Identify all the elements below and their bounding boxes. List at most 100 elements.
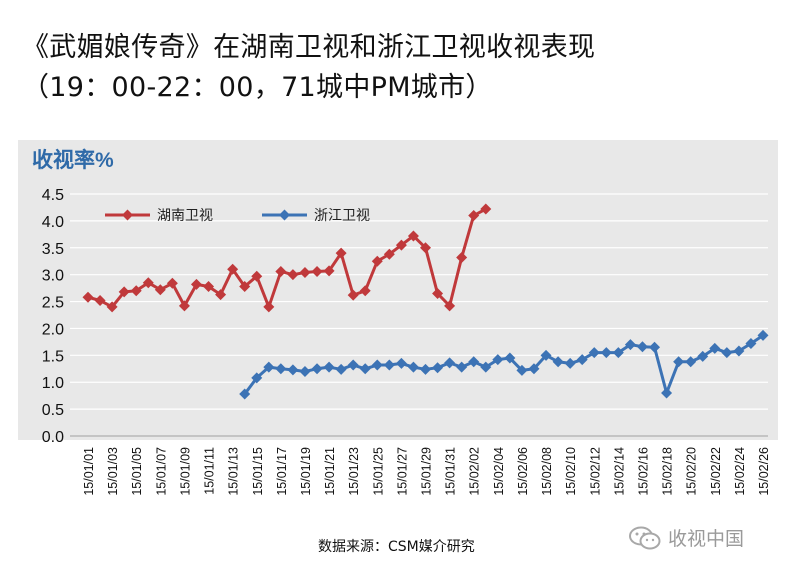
- x-tick-label: 15/01/27: [395, 447, 409, 496]
- data-point-zhejiang: [709, 342, 721, 354]
- data-point-hunan: [432, 287, 444, 299]
- data-point-hunan: [311, 265, 323, 277]
- data-point-hunan: [275, 265, 287, 277]
- data-point-zhejiang: [492, 354, 504, 366]
- legend-label-zhejiang: 浙江卫视: [314, 208, 370, 224]
- data-source-note: 数据来源：CSM媒介研究: [318, 539, 475, 555]
- data-point-hunan: [383, 248, 395, 260]
- y-tick-label: 1.5: [42, 348, 64, 365]
- data-point-zhejiang: [299, 365, 311, 377]
- x-tick-label: 15/01/07: [154, 447, 168, 496]
- y-tick-label: 2.0: [42, 321, 64, 338]
- data-point-zhejiang: [576, 354, 588, 366]
- legend-marker-zhejiang: [279, 209, 290, 221]
- data-point-zhejiang: [624, 339, 636, 351]
- x-tick-label: 15/01/29: [420, 447, 434, 496]
- data-point-hunan: [190, 278, 202, 290]
- data-point-zhejiang: [251, 372, 263, 384]
- data-point-hunan: [480, 203, 492, 215]
- data-point-hunan: [118, 286, 130, 298]
- data-point-hunan: [347, 289, 359, 301]
- data-point-hunan: [468, 210, 480, 222]
- x-tick-label: 15/01/15: [251, 447, 265, 496]
- data-point-hunan: [359, 285, 371, 297]
- data-point-hunan: [287, 269, 299, 281]
- data-point-zhejiang: [371, 359, 383, 371]
- data-point-hunan: [335, 247, 347, 259]
- data-point-zhejiang: [444, 357, 456, 369]
- data-point-hunan: [420, 242, 431, 254]
- data-point-hunan: [251, 270, 263, 282]
- data-point-zhejiang: [588, 347, 600, 359]
- data-point-hunan: [82, 291, 94, 303]
- x-tick-label: 15/01/21: [323, 447, 337, 496]
- series-line-hunan: [87, 207, 487, 309]
- x-tick-label: 15/02/20: [685, 447, 699, 496]
- x-tick-label: 15/01/31: [444, 447, 458, 496]
- x-tick-label: 15/02/12: [588, 447, 602, 496]
- data-point-zhejiang: [612, 347, 624, 359]
- x-tick-label: 15/01/03: [106, 447, 120, 496]
- data-point-zhejiang: [275, 363, 287, 375]
- x-tick-label: 15/02/06: [516, 447, 530, 496]
- data-point-zhejiang: [685, 356, 697, 368]
- x-tick-label: 15/01/25: [371, 447, 385, 496]
- wechat-icon: [629, 526, 661, 549]
- x-tick-label: 15/01/11: [203, 447, 217, 495]
- data-point-hunan: [215, 289, 227, 301]
- data-point-zhejiang: [721, 347, 733, 359]
- x-tick-label: 15/01/19: [299, 447, 313, 496]
- y-tick-label: 3.0: [42, 268, 64, 285]
- data-point-zhejiang: [697, 350, 709, 362]
- data-point-zhejiang: [263, 361, 275, 373]
- x-tick-label: 15/02/14: [612, 447, 626, 496]
- data-point-zhejiang: [733, 345, 745, 357]
- x-tick-label: 15/02/24: [733, 447, 747, 496]
- data-point-hunan: [456, 251, 468, 263]
- x-tick-label: 15/02/10: [564, 447, 578, 496]
- data-point-hunan: [371, 255, 383, 267]
- data-point-hunan: [323, 265, 335, 277]
- data-point-zhejiang: [516, 364, 528, 376]
- y-tick-label: 2.5: [42, 295, 64, 312]
- data-point-zhejiang: [745, 338, 757, 350]
- data-point-hunan: [395, 239, 407, 251]
- chart-panel: [18, 140, 778, 440]
- y-tick-label: 4.0: [42, 214, 64, 231]
- x-tick-label: 15/02/16: [636, 447, 650, 496]
- x-tick-label: 15/01/01: [82, 447, 96, 496]
- data-point-zhejiang: [661, 387, 673, 399]
- y-tick-label: 4.5: [42, 187, 64, 204]
- data-point-zhejiang: [480, 361, 492, 373]
- data-point-zhejiang: [311, 363, 323, 375]
- x-tick-label: 15/02/04: [492, 447, 506, 496]
- data-point-zhejiang: [287, 364, 299, 376]
- y-tick-label: 1.0: [42, 375, 64, 392]
- watermark: 收视中国: [628, 524, 744, 551]
- y-tick-label: 3.5: [42, 241, 64, 258]
- watermark-text: 收视中国: [668, 528, 745, 550]
- data-point-zhejiang: [335, 363, 347, 375]
- data-point-zhejiang: [456, 361, 468, 373]
- data-point-zhejiang: [636, 341, 648, 353]
- x-tick-label: 15/02/26: [757, 447, 771, 496]
- x-tick-label: 15/01/05: [130, 447, 144, 496]
- legend-marker-hunan: [122, 209, 133, 221]
- data-point-zhejiang: [323, 361, 335, 373]
- data-point-zhejiang: [540, 349, 552, 361]
- x-tick-label: 15/01/09: [178, 447, 192, 496]
- legend-label-hunan: 湖南卫视: [157, 208, 213, 224]
- x-tick-label: 15/01/23: [347, 447, 361, 496]
- data-point-hunan: [299, 267, 311, 279]
- x-tick-label: 15/02/22: [709, 447, 723, 496]
- data-point-hunan: [203, 280, 215, 292]
- title-line-2: （19：00-22：00，71城中PM城市）: [22, 72, 493, 103]
- data-point-zhejiang: [359, 363, 371, 375]
- data-point-hunan: [263, 301, 275, 313]
- data-point-zhejiang: [383, 359, 395, 371]
- x-tick-label: 15/02/02: [468, 447, 482, 496]
- data-point-hunan: [444, 300, 456, 312]
- data-point-hunan: [407, 230, 419, 242]
- data-point-zhejiang: [407, 361, 419, 373]
